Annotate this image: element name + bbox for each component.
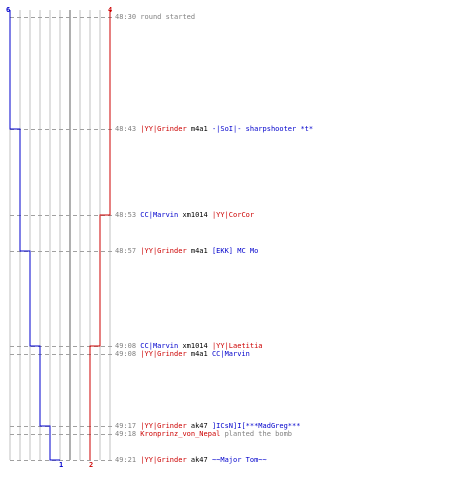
event-text-part: xm1014 xyxy=(178,211,212,219)
event-text-part: m4a1 xyxy=(186,125,212,133)
player-count-gridlines xyxy=(9,10,111,460)
event-text-part: CC|Marvin xyxy=(140,211,179,219)
event-text-part: CC|Marvin xyxy=(140,342,179,350)
event-dashed-lines xyxy=(10,17,112,461)
event-line: 48:30 round started xyxy=(115,13,195,22)
event-text-part: |YY|CorCor xyxy=(211,211,255,219)
event-line: 49:08 |YY|Grinder m4a1 CC|Marvin xyxy=(115,350,250,359)
event-time: 49:08 xyxy=(115,342,141,350)
event-line: 49:08 CC|Marvin xm1014 |YY|Laetitia xyxy=(115,342,263,351)
blue-team-alive-line xyxy=(9,10,60,461)
event-text-part: -|SoI|- sharpshooter *t* xyxy=(211,125,314,133)
event-text-part: |YY|Grinder xyxy=(140,247,187,255)
red-end-count: 2 xyxy=(89,461,94,469)
event-text-part: |YY|Grinder xyxy=(140,125,187,133)
event-time: 48:57 xyxy=(115,247,141,255)
event-text-part: m4a1 xyxy=(186,350,212,358)
event-time: 49:18 xyxy=(115,430,141,438)
event-time: 48:43 xyxy=(115,125,141,133)
event-text-part: m4a1 xyxy=(186,247,212,255)
event-text-part: |YY|Grinder xyxy=(140,422,187,430)
event-line: 49:18 Kronprinz_von_Nepal planted the bo… xyxy=(115,430,292,439)
event-text-part: [EKK] MC Mo xyxy=(211,247,259,255)
event-text-part: ak47 xyxy=(186,456,212,464)
event-line: 48:53 CC|Marvin xm1014 |YY|CorCor xyxy=(115,211,254,220)
event-text-part: CC|Marvin xyxy=(211,350,250,358)
event-line: 48:57 |YY|Grinder m4a1 [EKK] MC Mo xyxy=(115,247,258,256)
event-text-part: ~~Major Tom~~ xyxy=(211,456,267,464)
event-text-part: round started xyxy=(140,13,196,21)
red-team-alive-line xyxy=(89,10,111,460)
red-start-count: 4 xyxy=(108,6,113,14)
event-time: 49:08 xyxy=(115,350,141,358)
event-time: 49:17 xyxy=(115,422,141,430)
event-text-part: |YY|Grinder xyxy=(140,350,187,358)
event-time: 48:30 xyxy=(115,13,141,21)
blue-end-count: 1 xyxy=(59,461,64,469)
event-text-part: ak47 xyxy=(186,422,212,430)
event-line: 49:17 |YY|Grinder ak47 ]ICsN]I[***MadGre… xyxy=(115,422,300,431)
event-time: 49:21 xyxy=(115,456,141,464)
event-line: 48:43 |YY|Grinder m4a1 -|SoI|- sharpshoo… xyxy=(115,125,313,134)
event-text-part: Kronprinz_von_Nepal xyxy=(140,430,221,438)
event-time: 48:53 xyxy=(115,211,141,219)
event-text-part: |YY|Grinder xyxy=(140,456,187,464)
blue-start-count: 6 xyxy=(6,6,11,14)
event-text-part: planted the bomb xyxy=(220,430,293,438)
event-text-part: |YY|Laetitia xyxy=(211,342,263,350)
event-line: 49:21 |YY|Grinder ak47 ~~Major Tom~~ xyxy=(115,456,267,465)
event-text-part: ]ICsN]I[***MadGreg*** xyxy=(211,422,301,430)
event-text-part: xm1014 xyxy=(178,342,212,350)
